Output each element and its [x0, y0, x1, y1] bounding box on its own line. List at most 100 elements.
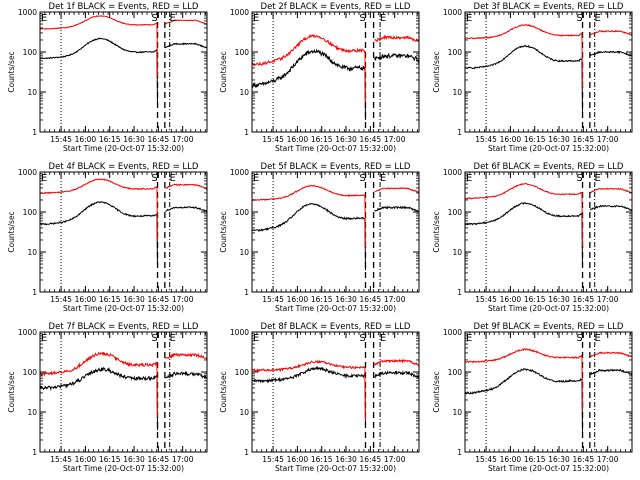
panel-det-3: Det 3f BLACK = Events, RED = LLD 1 10 100 10…: [432, 2, 633, 153]
x-tick-label: 16:30: [335, 295, 357, 304]
x-tick-label: 16:15: [311, 135, 333, 144]
panel-det-4: Det 4f BLACK = Events, RED = LLD 1 10 100 10…: [7, 162, 208, 313]
end-marker: E: [380, 13, 386, 24]
end-marker: E: [170, 333, 176, 344]
x-axis-label: Start Time (20-Oct-07 15:32:00): [488, 304, 609, 313]
x-tick-label: 16:00: [287, 135, 309, 144]
x-tick-label: 16:00: [75, 455, 97, 464]
x-tick-label: 15:45: [262, 295, 284, 304]
x-tick-label: 16:45: [148, 135, 170, 144]
series-events-segment: [40, 37, 158, 105]
end-marker: E: [380, 333, 386, 344]
end-marker: E: [170, 13, 176, 24]
series-lld-segment: [374, 358, 419, 366]
x-tick-label: 16:30: [335, 455, 357, 464]
series-lld-segment: [590, 30, 632, 36]
plot-frame: [464, 331, 633, 453]
y-tick-label: 10: [27, 408, 37, 417]
x-tick-label: 17:00: [172, 135, 194, 144]
end-marker: E: [170, 173, 176, 184]
x-tick-label: 16:45: [148, 455, 170, 464]
y-tick-label: 1000: [18, 168, 37, 177]
series-lld-segment: [465, 23, 583, 88]
series-lld-segment: [590, 187, 632, 194]
y-tick-label: 100: [23, 48, 38, 57]
panel-data: [40, 12, 207, 132]
end-marker: E: [595, 173, 601, 184]
x-tick-label: 17:00: [597, 455, 619, 464]
y-tick-label: 1: [457, 128, 462, 137]
left-edge-marker: E: [466, 173, 472, 184]
y-tick-label: 1: [32, 288, 37, 297]
series-events-segment: [465, 201, 583, 268]
x-tick-label: 15:45: [475, 455, 497, 464]
y-tick-label: 10: [239, 408, 249, 417]
x-tick-label: 16:30: [335, 135, 357, 144]
series-events-segment: [465, 368, 583, 433]
x-tick-label: 16:00: [75, 135, 97, 144]
x-tick-label: 16:45: [148, 295, 170, 304]
series-lld-segment: [252, 359, 366, 420]
x-tick-label: 17:00: [384, 135, 406, 144]
y-tick-label: 1000: [443, 168, 462, 177]
plot-frame: [464, 11, 633, 133]
x-axis-label: Start Time (20-Oct-07 15:32:00): [63, 304, 184, 313]
y-tick-label: 1: [457, 288, 462, 297]
panel-title: Det 9f BLACK = Events, RED = LLD: [474, 322, 624, 332]
plot-frame: [39, 171, 208, 293]
plot-frame: [251, 11, 420, 133]
end-marker: E: [380, 173, 386, 184]
y-axis-label: Counts/sec: [432, 51, 441, 92]
y-tick-label: 100: [448, 368, 463, 377]
x-tick-label: 16:45: [360, 455, 382, 464]
y-tick-label: 1000: [443, 328, 462, 337]
x-tick-label: 16:00: [500, 135, 522, 144]
y-tick-label: 10: [452, 408, 462, 417]
panel-det-8: Det 8f BLACK = Events, RED = LLD 1 10 100 10…: [219, 322, 420, 473]
start-marker: S: [151, 13, 157, 24]
x-tick-label: 17:00: [384, 455, 406, 464]
left-edge-marker: E: [253, 13, 259, 24]
left-edge-marker: E: [253, 333, 259, 344]
y-axis-label: Counts/sec: [7, 51, 16, 92]
panel-title: Det 4f BLACK = Events, RED = LLD: [49, 162, 199, 172]
start-marker: S: [576, 13, 582, 24]
series-lld-segment: [252, 184, 366, 248]
x-tick-label: 16:00: [287, 295, 309, 304]
panel-det-9: Det 9f BLACK = Events, RED = LLD 1 10 100 10…: [432, 322, 633, 473]
plot-frame: [251, 331, 420, 453]
panel-title: Det 3f BLACK = Events, RED = LLD: [474, 2, 624, 12]
series-events-segment: [252, 48, 366, 121]
series-events-segment: [590, 368, 632, 376]
start-marker: S: [576, 173, 582, 184]
y-tick-label: 1: [457, 448, 462, 457]
x-tick-label: 16:30: [123, 135, 145, 144]
series-lld-segment: [40, 15, 158, 77]
y-axis-label: Counts/sec: [432, 371, 441, 412]
left-edge-marker: E: [466, 13, 472, 24]
start-marker: S: [151, 173, 157, 184]
plot-frame: [251, 171, 420, 293]
x-tick-label: 16:45: [573, 135, 595, 144]
y-axis-label: Counts/sec: [7, 371, 16, 412]
y-tick-label: 1: [244, 288, 249, 297]
end-marker: E: [595, 333, 601, 344]
plot-frame: [39, 11, 208, 133]
x-tick-label: 16:15: [99, 295, 121, 304]
x-tick-label: 16:00: [500, 295, 522, 304]
y-tick-label: 1: [32, 448, 37, 457]
series-lld-segment: [465, 182, 583, 247]
start-marker: S: [151, 333, 157, 344]
series-lld-segment: [590, 351, 632, 358]
x-tick-label: 17:00: [172, 455, 194, 464]
series-events-segment: [374, 370, 419, 379]
y-tick-label: 1000: [443, 8, 462, 17]
series-lld-segment: [40, 351, 158, 418]
series-events-segment: [40, 201, 158, 268]
panel-det-2: Det 2f BLACK = Events, RED = LLD 1 10 100 10…: [219, 2, 420, 153]
x-axis-label: Start Time (20-Oct-07 15:32:00): [488, 464, 609, 473]
x-tick-label: 16:15: [524, 135, 546, 144]
panel-det-6: Det 6f BLACK = Events, RED = LLD 1 10 100 10…: [432, 162, 633, 313]
panel-data: [465, 172, 632, 292]
